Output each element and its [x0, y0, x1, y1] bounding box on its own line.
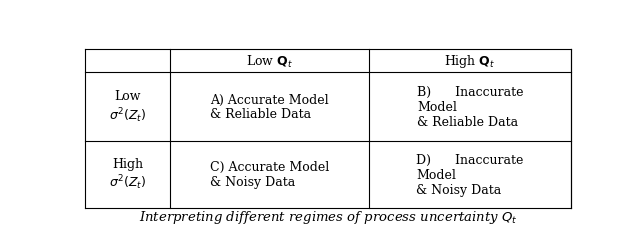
Text: B)      Inaccurate
Model
& Reliable Data: B) Inaccurate Model & Reliable Data [417, 86, 524, 128]
Text: A) Accurate Model
& Reliable Data: A) Accurate Model & Reliable Data [211, 93, 329, 121]
Text: High $\mathbf{Q}_t$: High $\mathbf{Q}_t$ [445, 53, 496, 70]
Text: D)      Inaccurate
Model
& Noisy Data: D) Inaccurate Model & Noisy Data [417, 153, 524, 196]
Text: Interpreting different regimes of process uncertainty $Q_t$: Interpreting different regimes of proces… [139, 208, 517, 225]
Text: High
$\sigma^2(Z_t)$: High $\sigma^2(Z_t)$ [109, 157, 146, 192]
Text: C) Accurate Model
& Noisy Data: C) Accurate Model & Noisy Data [210, 160, 330, 188]
Text: Low
$\sigma^2(Z_t)$: Low $\sigma^2(Z_t)$ [109, 90, 146, 124]
Text: Low $\mathbf{Q}_t$: Low $\mathbf{Q}_t$ [246, 54, 293, 70]
